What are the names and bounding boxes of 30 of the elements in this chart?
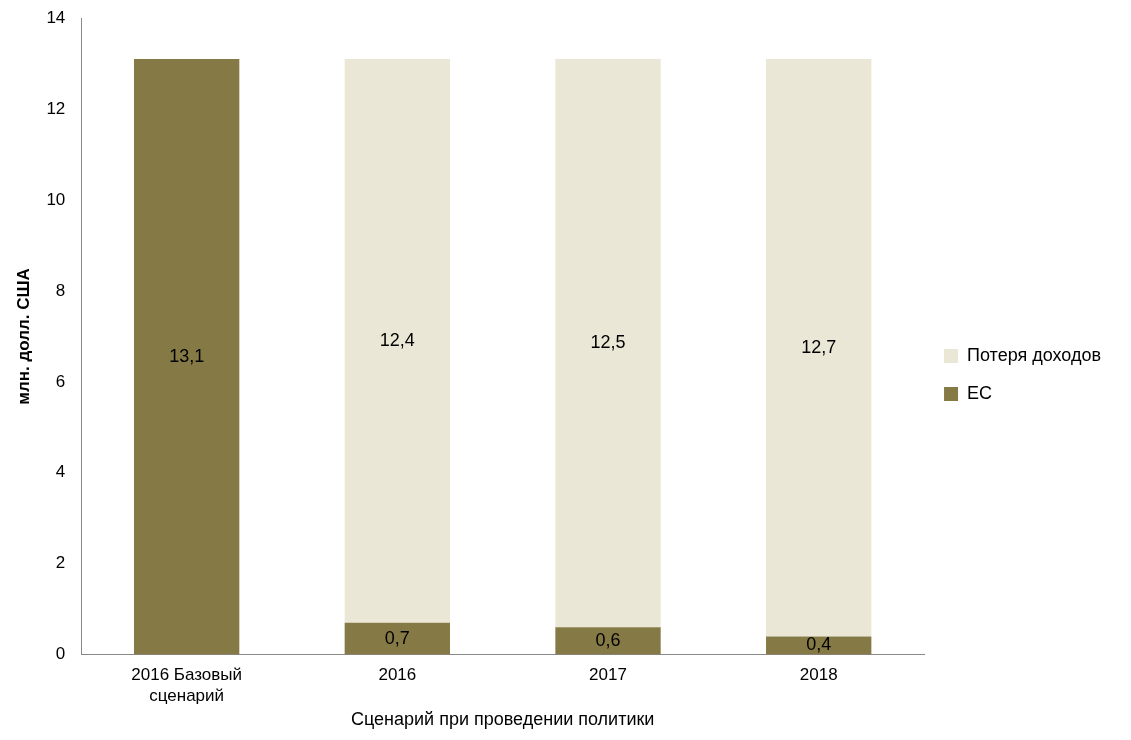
y-tick-label: 8 (55, 280, 66, 300)
y-tick-label: 12 (46, 98, 66, 118)
bar (555, 627, 661, 655)
bar (766, 636, 872, 655)
data-label: 0,6 (595, 629, 621, 650)
y-tick-label: 0 (55, 644, 66, 664)
y-axis-title: млн. долл. США (13, 268, 33, 405)
y-tick-label: 10 (46, 189, 66, 209)
legend-label: ЕС (967, 382, 993, 403)
bar (133, 59, 240, 655)
x-tick-label: 2017 (589, 665, 627, 685)
y-tick-label: 14 (46, 7, 66, 27)
bar (555, 59, 661, 628)
bar (344, 59, 450, 623)
data-label: 12,4 (379, 329, 415, 350)
y-tick-label: 6 (55, 371, 66, 391)
bar (766, 59, 872, 637)
data-label: 12,5 (590, 332, 626, 353)
data-label: 12,7 (801, 336, 837, 357)
data-label: 0,4 (806, 633, 832, 654)
legend-label: Потеря доходов (967, 344, 1102, 365)
x-tick-label: 2016 (378, 665, 417, 685)
data-label: 0,7 (384, 627, 410, 648)
x-tick-label: 2018 (799, 665, 838, 685)
bar (344, 622, 450, 655)
x-tick-label: 2016 Базовый сценарий (131, 665, 243, 705)
y-tick-label: 4 (55, 462, 66, 482)
y-tick-label: 2 (55, 553, 66, 573)
x-axis-title: Сценарий при проведении политики (350, 709, 655, 730)
data-label: 13,1 (169, 345, 205, 366)
